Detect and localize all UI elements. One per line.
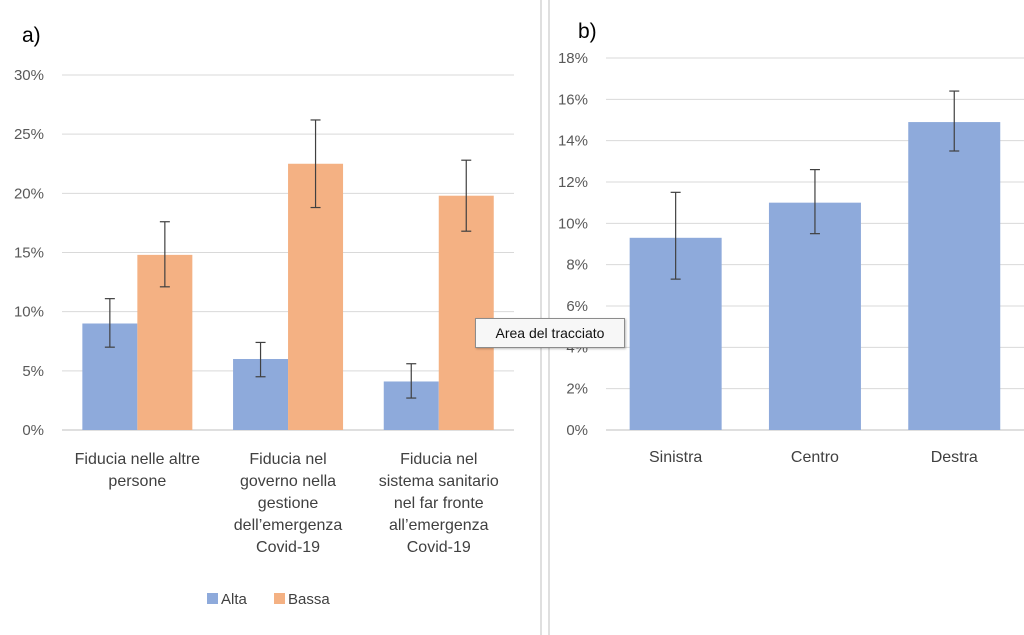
category-label: Fiducia nel — [400, 451, 477, 468]
y-tick-label: 10% — [14, 304, 44, 321]
category-label: gestione — [258, 495, 319, 512]
bar-bassa — [438, 195, 494, 430]
legend-item: Alta — [207, 591, 248, 608]
category-label: governo nella — [240, 473, 336, 490]
y-tick-label: 18% — [558, 50, 588, 67]
category-label: dell’emergenza — [234, 517, 343, 534]
category-label: Destra — [931, 449, 978, 466]
y-tick-label: 10% — [558, 215, 588, 232]
category-label: Fiducia nelle altre — [75, 451, 201, 468]
plot-area-tooltip: Area del tracciato — [475, 318, 625, 348]
bar — [908, 122, 1001, 431]
category-label: Centro — [791, 449, 839, 466]
category-label: sistema sanitario — [379, 473, 499, 490]
legend-item: Bassa — [274, 591, 330, 608]
legend-swatch — [207, 593, 218, 604]
chart-panel-b: b)0%2%4%6%8%10%12%14%16%18%SinistraCentr… — [558, 20, 1024, 466]
y-tick-label: 12% — [558, 174, 588, 191]
y-tick-label: 20% — [14, 185, 44, 202]
category-label: Covid-19 — [407, 539, 471, 556]
y-tick-label: 8% — [566, 257, 588, 274]
y-tick-label: 15% — [14, 245, 44, 262]
y-tick-label: 6% — [566, 298, 588, 315]
y-tick-label: 5% — [22, 363, 44, 380]
y-tick-label: 0% — [566, 422, 588, 439]
legend-swatch — [274, 593, 285, 604]
y-tick-label: 25% — [14, 126, 44, 143]
chart-panel-a: a) 0% 5% 10% 15% 20% 25% 30% Fiducia nelle altre… — [14, 24, 514, 608]
panel-label: a) — [22, 24, 41, 47]
panel-label: b) — [578, 20, 597, 43]
legend-label: Bassa — [288, 591, 330, 608]
y-tick-label: 14% — [558, 133, 588, 150]
category-label: nel far fronte — [394, 495, 484, 512]
category-label: persone — [108, 473, 166, 490]
category-label: Fiducia nel — [249, 451, 326, 468]
y-tick-label: 16% — [558, 91, 588, 108]
category-label: Covid-19 — [256, 539, 320, 556]
y-tick-label: 2% — [566, 381, 588, 398]
bar — [768, 202, 861, 430]
y-tick-label: 0% — [22, 422, 44, 439]
category-label: Sinistra — [649, 449, 702, 466]
y-tick-label: 30% — [14, 67, 44, 84]
legend-label: Alta — [221, 591, 248, 608]
category-label: all’emergenza — [389, 517, 489, 534]
